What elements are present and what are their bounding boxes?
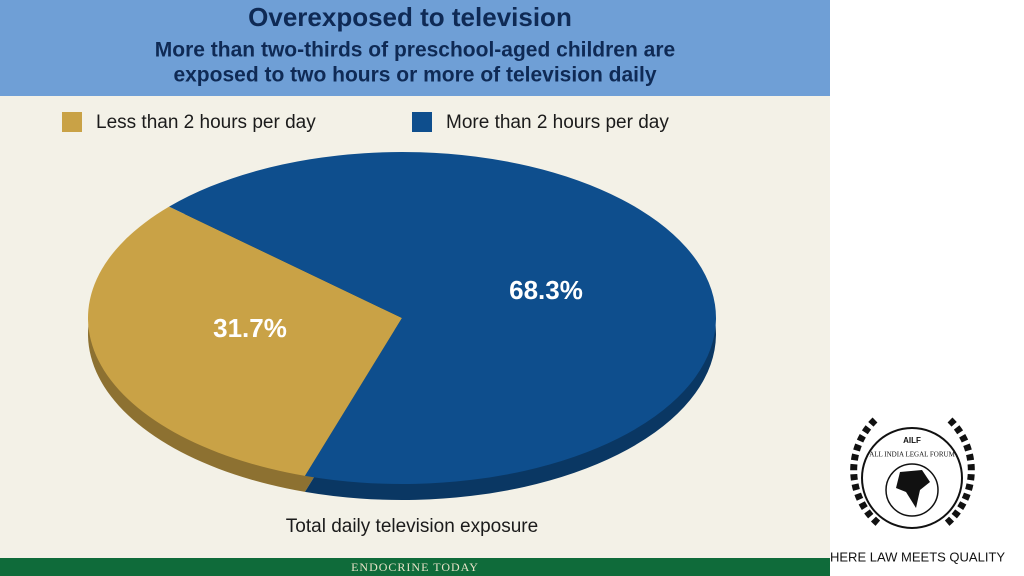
source: ENDOCRINE TODAY [351,560,479,574]
laurel [942,417,975,528]
pie-slice [87,206,402,476]
logo-badge: AILF [903,436,921,445]
legend-swatch [62,112,82,132]
pie: 31.7% 68.3% [87,152,717,500]
map-icon [896,470,930,508]
tagline: HERE LAW MEETS QUALITY [830,549,1005,564]
logo-name: ALL INDIA LEGAL FORUM [869,451,955,459]
chart-subtitle: exposed to two hours or more of televisi… [173,64,656,87]
header-band [0,0,830,96]
legend-label: Less than 2 hours per day [96,112,316,133]
value-label: 68.3% [509,275,583,305]
legend-swatch [412,112,432,132]
laurel [850,417,883,528]
footer-band [0,558,830,576]
chart-subtitle: More than two-thirds of preschool-aged c… [155,39,675,62]
logo: AILF ALL INDIA LEGAL FORUM [850,417,975,529]
pie-slice [169,152,716,485]
chart-title: Overexposed to television [248,2,572,32]
legend-label: More than 2 hours per day [446,112,669,133]
value-label: 31.7% [213,313,287,343]
x-axis-label: Total daily television exposure [286,516,538,537]
